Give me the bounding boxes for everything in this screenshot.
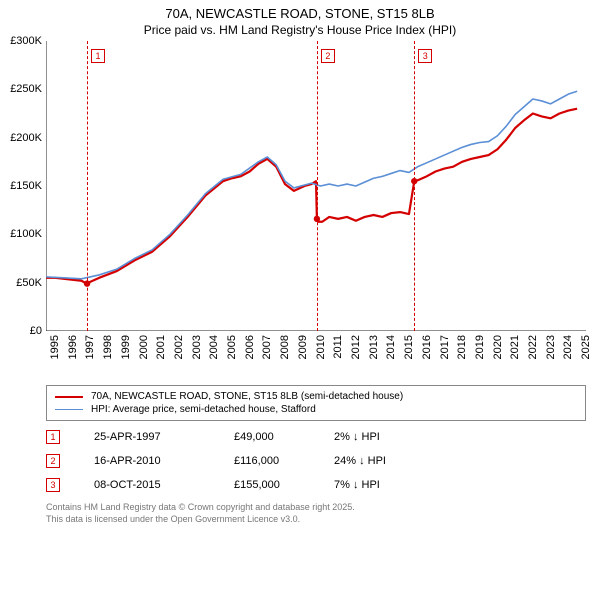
events-table: 1 25-APR-1997£49,0002% ↓ HPI 2 16-APR-2010£… — [46, 425, 586, 497]
event-number-box: 2 — [46, 454, 60, 468]
y-tick-label: £150K — [10, 180, 46, 192]
event-date: 25-APR-1997 — [94, 431, 234, 443]
y-tick-label: £50K — [16, 277, 46, 289]
x-tick-label: 2015 — [403, 335, 415, 359]
footer: Contains HM Land Registry data © Crown c… — [46, 501, 586, 525]
x-tick-label: 2014 — [385, 335, 397, 359]
x-tick-label: 1995 — [49, 335, 61, 359]
x-tick-label: 2010 — [315, 335, 327, 359]
event-marker-line — [414, 41, 415, 331]
legend: 70A, NEWCASTLE ROAD, STONE, ST15 8LB (se… — [46, 385, 586, 421]
x-tick-label: 2025 — [580, 335, 592, 359]
event-row: 1 25-APR-1997£49,0002% ↓ HPI — [46, 425, 586, 449]
event-pct: 7% ↓ HPI — [334, 479, 380, 491]
x-tick-label: 1997 — [84, 335, 96, 359]
x-tick-label: 2002 — [173, 335, 185, 359]
x-tick-label: 2001 — [155, 335, 167, 359]
chart-area: £0£50K£100K£150K£200K£250K£300K123 — [46, 41, 586, 331]
x-tick-label: 2016 — [421, 335, 433, 359]
x-tick-label: 2000 — [138, 335, 150, 359]
footer-line-2: This data is licensed under the Open Gov… — [46, 513, 586, 525]
event-row: 2 16-APR-2010£116,00024% ↓ HPI — [46, 449, 586, 473]
x-tick-label: 2003 — [191, 335, 203, 359]
x-tick-label: 2017 — [439, 335, 451, 359]
event-marker-box: 1 — [91, 49, 105, 63]
event-marker-line — [317, 41, 318, 331]
legend-item: HPI: Average price, semi-detached house,… — [55, 403, 577, 416]
x-tick-label: 1999 — [120, 335, 132, 359]
event-price: £49,000 — [234, 431, 334, 443]
x-tick-label: 2018 — [456, 335, 468, 359]
chart-title: 70A, NEWCASTLE ROAD, STONE, ST15 8LB — [0, 0, 600, 21]
x-tick-label: 2007 — [261, 335, 273, 359]
x-axis: 1995 1996 1997 1998 1999 2000 2001 2002 2003 2004… — [46, 331, 586, 381]
event-price: £155,000 — [234, 479, 334, 491]
event-number-box: 3 — [46, 478, 60, 492]
y-tick-label: £200K — [10, 132, 46, 144]
legend-item: 70A, NEWCASTLE ROAD, STONE, ST15 8LB (se… — [55, 390, 577, 403]
event-price: £116,000 — [234, 455, 334, 467]
x-tick-label: 2004 — [208, 335, 220, 359]
legend-swatch — [55, 409, 83, 410]
y-tick-label: £250K — [10, 83, 46, 95]
x-tick-label: 2013 — [368, 335, 380, 359]
event-marker-box: 2 — [321, 49, 335, 63]
y-tick-label: £0 — [30, 325, 46, 337]
x-tick-label: 2019 — [474, 335, 486, 359]
chart-subtitle: Price paid vs. HM Land Registry's House … — [0, 21, 600, 41]
x-tick-label: 2022 — [527, 335, 539, 359]
event-pct: 2% ↓ HPI — [334, 431, 380, 443]
event-date: 08-OCT-2015 — [94, 479, 234, 491]
event-number-box: 1 — [46, 430, 60, 444]
event-marker-line — [87, 41, 88, 331]
event-marker-box: 3 — [418, 49, 432, 63]
x-tick-label: 2020 — [492, 335, 504, 359]
x-tick-label: 2005 — [226, 335, 238, 359]
x-tick-label: 2024 — [562, 335, 574, 359]
y-tick-label: £100K — [10, 228, 46, 240]
event-row: 3 08-OCT-2015£155,0007% ↓ HPI — [46, 473, 586, 497]
legend-label: HPI: Average price, semi-detached house,… — [91, 404, 316, 415]
x-tick-label: 2011 — [332, 335, 344, 359]
legend-label: 70A, NEWCASTLE ROAD, STONE, ST15 8LB (se… — [91, 391, 403, 402]
x-tick-label: 2009 — [297, 335, 309, 359]
event-date: 16-APR-2010 — [94, 455, 234, 467]
y-tick-label: £300K — [10, 35, 46, 47]
event-pct: 24% ↓ HPI — [334, 455, 386, 467]
x-tick-label: 1998 — [102, 335, 114, 359]
legend-swatch — [55, 396, 83, 398]
x-tick-label: 2021 — [509, 335, 521, 359]
x-tick-label: 2012 — [350, 335, 362, 359]
x-tick-label: 2008 — [279, 335, 291, 359]
x-tick-label: 2023 — [545, 335, 557, 359]
footer-line-1: Contains HM Land Registry data © Crown c… — [46, 501, 586, 513]
x-tick-label: 2006 — [244, 335, 256, 359]
x-tick-label: 1996 — [67, 335, 79, 359]
